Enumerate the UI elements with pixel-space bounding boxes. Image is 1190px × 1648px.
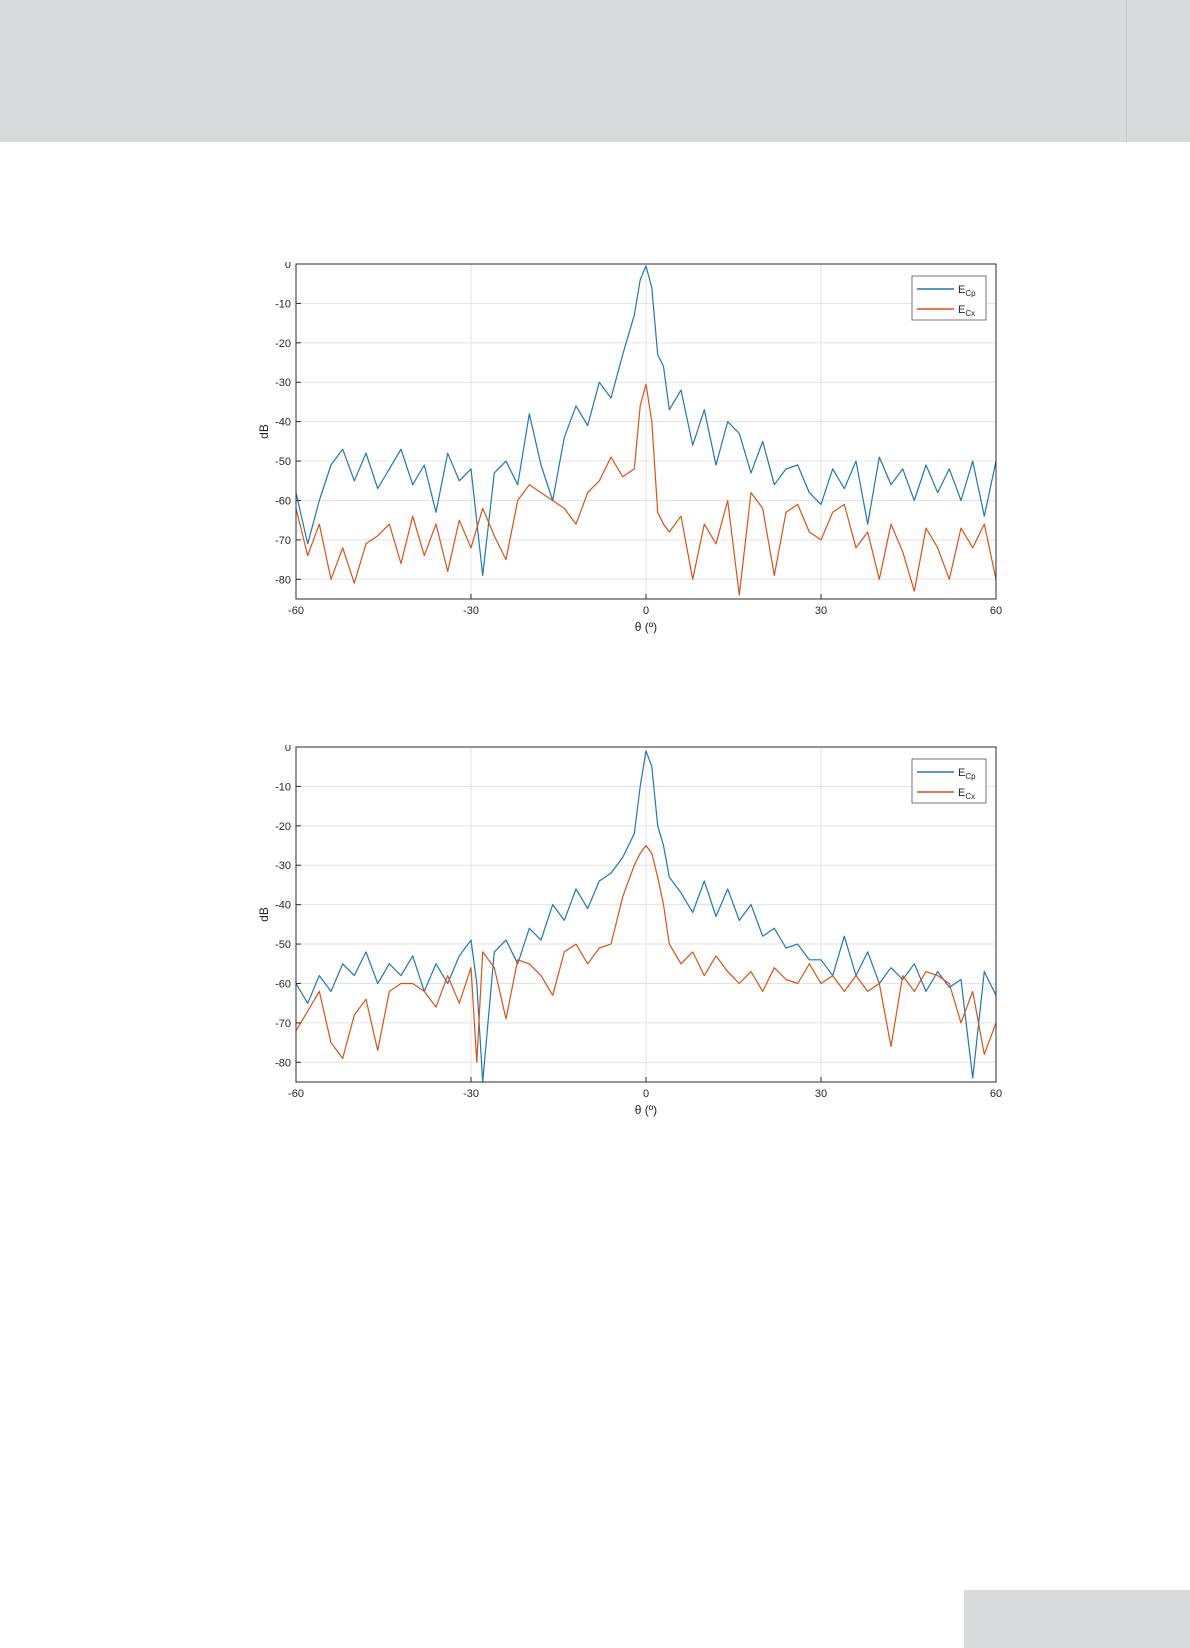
y-tick-label: -30: [275, 860, 291, 872]
y-tick-label: -60: [275, 978, 291, 990]
y-tick-label: -50: [275, 456, 291, 468]
y-tick-label: -70: [275, 1018, 291, 1030]
y-tick-label: -10: [275, 298, 291, 310]
y-tick-label: -40: [275, 900, 291, 912]
legend-label-cx: ECx: [958, 787, 975, 801]
y-axis-label: dB: [258, 907, 271, 922]
y-tick-label: -20: [275, 338, 291, 350]
y-tick-label: -20: [275, 821, 291, 833]
series-line-cx: [295, 844, 997, 1063]
x-tick-label: -60: [288, 1088, 304, 1100]
series-line-cx: [295, 383, 997, 596]
x-tick-label: -30: [463, 605, 479, 617]
x-tick-label: 0: [643, 1088, 649, 1100]
x-axis-label: θ (º): [635, 620, 657, 634]
x-tick-label: 0: [643, 605, 649, 617]
y-tick-label: -10: [275, 781, 291, 793]
legend-label-cp: ECp: [958, 284, 976, 298]
y-tick-label: -80: [275, 1057, 291, 1069]
top-band: [0, 0, 1190, 142]
legend-box: [911, 758, 987, 804]
legend-label-cx: ECx: [958, 304, 975, 318]
x-tick-label: -30: [463, 1088, 479, 1100]
y-tick-label: -30: [275, 377, 291, 389]
legend-label-cp: ECp: [958, 767, 976, 781]
y-tick-label: -80: [275, 574, 291, 586]
y-tick-label: -70: [275, 535, 291, 547]
legend-box: [911, 275, 987, 321]
series-line-cp: [295, 750, 997, 1083]
y-tick-label: -40: [275, 417, 291, 429]
x-tick-label: 60: [990, 1088, 1002, 1100]
y-tick-label: 0: [285, 262, 291, 271]
chart-2: -60 -30 0 30 60 0 -10 -20 -30 -40 -50 -60 -70 -80 θ (º…: [258, 745, 1053, 1145]
legend: ECp ECx: [911, 275, 987, 321]
top-band-divider: [1126, 0, 1127, 142]
y-axis-label: dB: [258, 424, 271, 439]
x-tick-label: 60: [990, 605, 1002, 617]
y-tick-label: -60: [275, 495, 291, 507]
x-tick-label: 30: [815, 1088, 827, 1100]
x-tick-label: 30: [815, 605, 827, 617]
chart-1: -60 -30 0 30 60 0 -10 -20 -30 -40 -50 -60 -70 -80 θ (º…: [258, 262, 1053, 662]
chart-2-svg: -60 -30 0 30 60 0 -10 -20 -30 -40 -50 -60 -70 -80 θ (º…: [258, 745, 1002, 1117]
legend: ECp ECx: [911, 758, 987, 804]
chart-1-svg: -60 -30 0 30 60 0 -10 -20 -30 -40 -50 -60 -70 -80 θ (º…: [258, 262, 1002, 634]
y-tick-label: 0: [285, 745, 291, 754]
x-axis-label: θ (º): [635, 1103, 657, 1117]
bottom-corner-tab: [964, 1590, 1190, 1648]
y-tick-label: -50: [275, 939, 291, 951]
series-line-cp: [295, 265, 997, 576]
x-tick-label: -60: [288, 605, 304, 617]
